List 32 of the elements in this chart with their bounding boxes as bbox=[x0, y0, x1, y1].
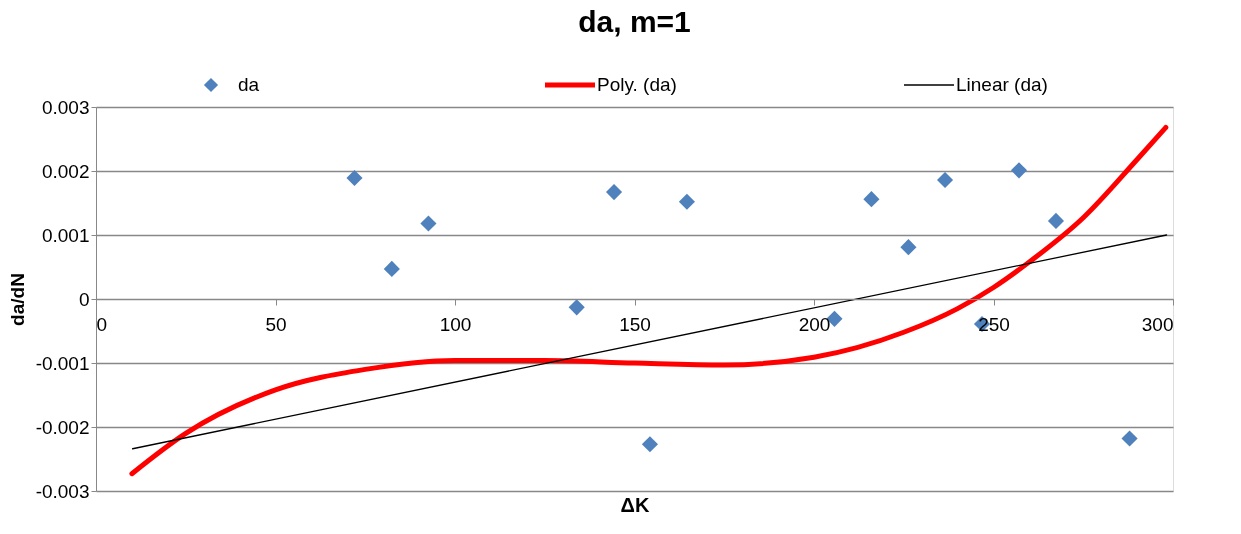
point bbox=[936, 171, 954, 189]
point bbox=[346, 169, 363, 187]
x-tick-label: 50 bbox=[265, 313, 287, 335]
y-tick-label: -0.001 bbox=[35, 352, 90, 374]
point bbox=[1010, 162, 1028, 179]
x-tick-label: 300 bbox=[1141, 313, 1174, 335]
legend-label: da bbox=[238, 74, 260, 95]
y-tick-label: -0.002 bbox=[35, 416, 90, 438]
point bbox=[605, 184, 623, 201]
chart-title: da, m=1 bbox=[578, 5, 691, 38]
y-tick-label: 0 bbox=[78, 288, 90, 310]
point bbox=[383, 260, 400, 277]
y-tick-label: 0.003 bbox=[41, 96, 90, 118]
x-tick-label: 200 bbox=[798, 313, 831, 335]
legend-label: Linear (da) bbox=[956, 74, 1048, 95]
y-tick-label: -0.003 bbox=[35, 480, 90, 502]
x-tick-label: 0 bbox=[96, 313, 108, 335]
point bbox=[1121, 430, 1138, 447]
point bbox=[641, 436, 658, 453]
y-tick-label: 0.002 bbox=[41, 160, 90, 182]
y-axis-title: da/dN bbox=[6, 273, 28, 326]
point bbox=[678, 193, 695, 210]
x-tick-label: 100 bbox=[439, 313, 472, 335]
y-tick-label: 0.001 bbox=[41, 224, 90, 246]
point bbox=[863, 191, 880, 208]
legend-label: Poly. (da) bbox=[597, 74, 677, 95]
x-axis-title: ΔK bbox=[620, 493, 650, 516]
point bbox=[1047, 212, 1065, 229]
point bbox=[568, 299, 585, 316]
x-tick-label: 150 bbox=[619, 313, 651, 335]
point bbox=[900, 239, 917, 256]
point bbox=[420, 215, 437, 232]
